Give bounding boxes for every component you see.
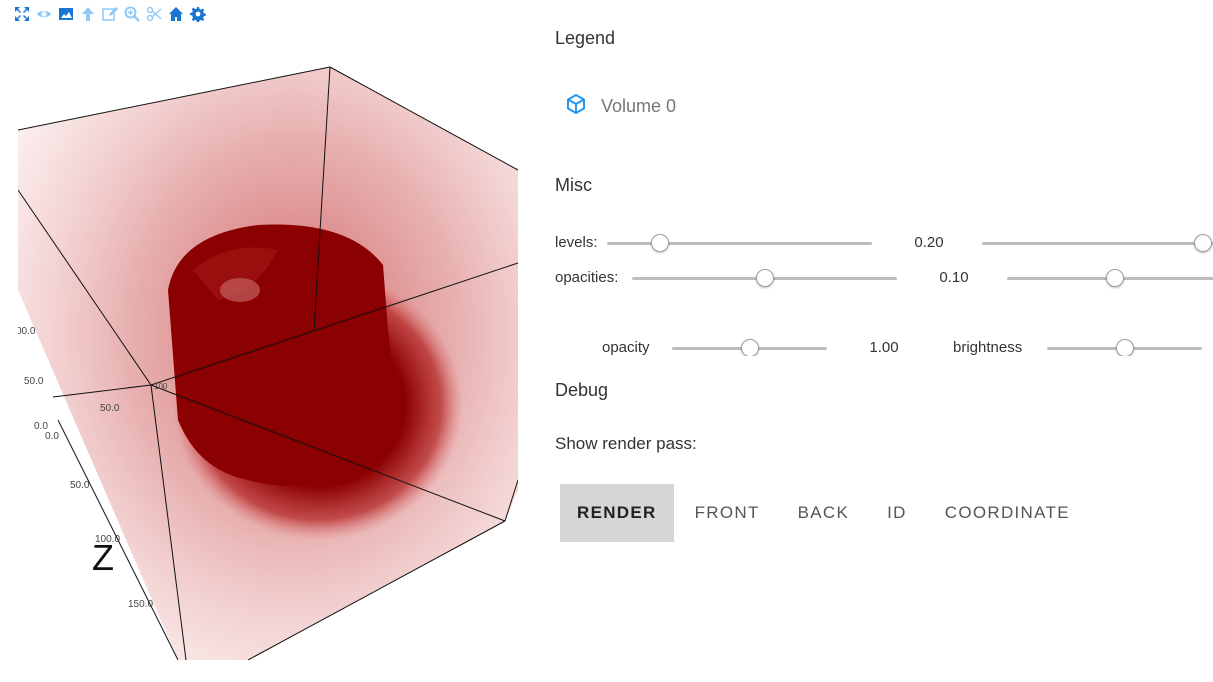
render-pass-button-coordinate[interactable]: COORDINATE <box>944 503 1070 522</box>
render-pass-button-render[interactable]: RENDER <box>560 484 674 542</box>
debug-title: Debug <box>555 380 609 400</box>
legend-item-label: Volume 0 <box>601 96 677 116</box>
slider-thumb[interactable] <box>755 269 774 287</box>
levels-slider-2[interactable] <box>982 233 1213 253</box>
axis-tick: 50.0 <box>24 376 44 387</box>
slider-thumb[interactable] <box>740 339 759 356</box>
render-pass-button-back[interactable]: BACK <box>797 503 850 522</box>
slider-thumb[interactable] <box>1193 234 1212 252</box>
misc-title: Misc <box>555 175 592 195</box>
opacities-label: opacities: <box>555 269 619 286</box>
axis-tick: 00.0 <box>18 326 36 337</box>
fullscreen-icon[interactable] <box>13 5 31 23</box>
opacities-value: 0.10 <box>939 269 969 286</box>
slider-track <box>607 242 872 245</box>
axis-tick: 150.0 <box>128 599 154 610</box>
edit-icon[interactable] <box>101 5 119 23</box>
cube-icon <box>565 93 587 120</box>
levels-slider-1[interactable] <box>607 233 872 253</box>
volume-render <box>18 67 518 660</box>
zoom-icon[interactable] <box>123 5 141 23</box>
arrow-up-icon[interactable] <box>79 5 97 23</box>
axis-tick: 50.0 <box>100 403 120 414</box>
eye-icon[interactable] <box>35 5 53 23</box>
slider-track <box>982 242 1213 245</box>
slider-thumb[interactable] <box>1115 339 1134 356</box>
levels-label: levels: <box>555 234 598 251</box>
slider-thumb[interactable] <box>1105 269 1124 287</box>
brightness-label: brightness <box>953 339 1023 356</box>
opacities-slider-1[interactable] <box>632 268 897 288</box>
legend-item-volume-0[interactable]: Volume 0 <box>565 93 676 120</box>
axis-tick: 0.0 <box>45 431 59 442</box>
image-icon[interactable] <box>57 5 75 23</box>
axis-tick: 100 <box>154 382 168 391</box>
render-pass-button-front[interactable]: FRONT <box>694 503 760 522</box>
render-settings-row: opacity 1.00 brightness <box>555 320 1213 356</box>
gear-icon[interactable] <box>189 5 207 23</box>
legend-title: Legend <box>555 28 616 48</box>
render-pass-label: Show render pass: <box>555 434 697 453</box>
bounding-box <box>18 66 518 660</box>
scissors-icon[interactable] <box>145 5 163 23</box>
axis-tick: 0.0 <box>34 421 48 432</box>
z-axis-label: Z <box>92 537 114 578</box>
axis-tick: 50.0 <box>70 480 90 491</box>
opacities-slider-2[interactable] <box>1007 268 1213 288</box>
slider-thumb[interactable] <box>651 234 669 252</box>
render-pass-button-id[interactable]: ID <box>887 503 907 522</box>
render-pass-toggle-group: RENDER FRONT BACK ID COORDINATE <box>560 484 1091 542</box>
axis-tick: 100.0 <box>95 534 121 545</box>
volume-3d-viewport[interactable]: 00.0 50.0 0.0 0.0 50.0 100.0 150.0 50.0 … <box>18 30 518 660</box>
opacity-label: opacity <box>602 339 650 356</box>
levels-value: 0.20 <box>914 234 944 251</box>
opacity-value: 1.00 <box>869 339 899 356</box>
viewer-toolbar <box>13 5 207 23</box>
control-panel: Legend Volume 0 Misc levels: 0.20 opacit… <box>555 0 1213 682</box>
opacity-slider[interactable] <box>672 338 827 356</box>
home-icon[interactable] <box>167 5 185 23</box>
brightness-slider[interactable] <box>1047 338 1202 356</box>
